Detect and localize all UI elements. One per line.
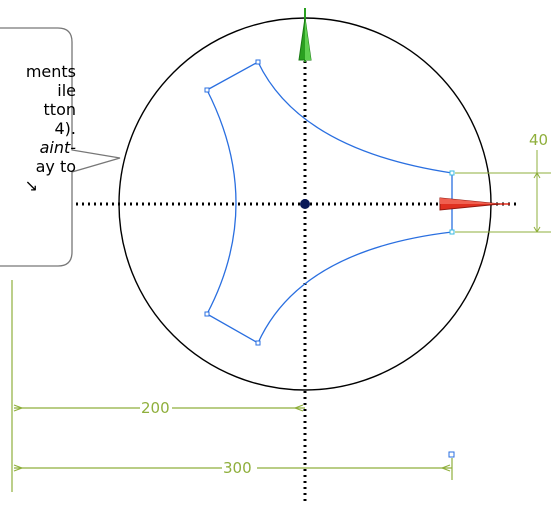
dimension-horizontal-200[interactable] (13, 404, 305, 412)
dimension-label-200[interactable]: 200 (141, 399, 170, 417)
callout-line-3: tton (43, 100, 76, 119)
callout-line-5: aint- (39, 138, 76, 157)
dimension-horizontal-300[interactable] (13, 458, 453, 480)
profile-shape[interactable] (206, 61, 453, 344)
dimension-vertical[interactable] (455, 150, 551, 233)
dimension-label-40[interactable]: 40 (529, 131, 548, 149)
y-axis-arrow-icon[interactable] (298, 8, 312, 62)
vertex-handle[interactable] (255, 340, 261, 346)
vertex-handle[interactable] (204, 311, 210, 317)
callout-line-1: ments (25, 62, 76, 81)
dimension-label-300[interactable]: 300 (223, 459, 252, 477)
vertex-handle[interactable] (204, 87, 210, 93)
x-axis-arrow-icon[interactable] (439, 197, 510, 211)
callout-line-2: ile (57, 81, 76, 100)
vertex-handle[interactable] (255, 59, 261, 65)
vertex-handle[interactable] (449, 170, 455, 176)
callout-line-4: 4). (54, 119, 76, 138)
point-marker[interactable] (448, 451, 455, 458)
vertex-handles[interactable] (204, 59, 455, 346)
callout-bubble (0, 27, 121, 267)
callout-text: ments ile tton 4). aint- ay to ↘ (0, 62, 76, 195)
callout-line-6: ay to (35, 157, 76, 176)
origin-point[interactable] (300, 199, 310, 209)
callout-arrow-icon: ↘ (24, 176, 38, 195)
vertex-handle[interactable] (449, 229, 455, 235)
